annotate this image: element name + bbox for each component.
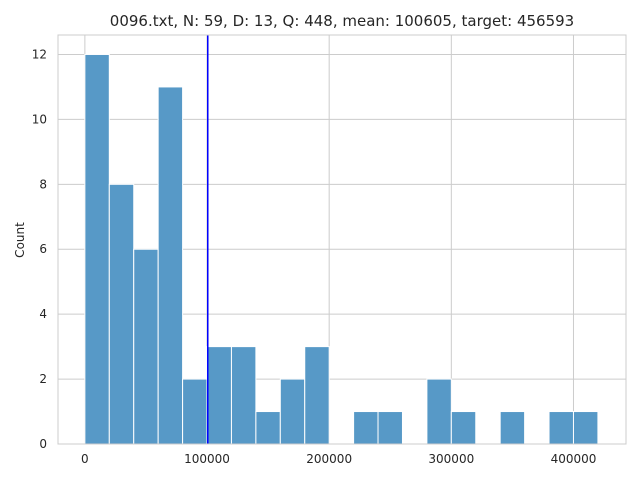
x-tick-labels: 0 100000 200000 300000 400000 [81,452,596,466]
histogram-bar [206,346,232,445]
y-tick-labels: 0 2 4 6 8 10 12 [32,47,47,451]
histogram-bar [450,411,477,445]
x-tick-label: 0 [81,452,89,466]
plot-frame [57,34,627,445]
x-tick-label: 100000 [184,452,230,466]
histogram-bar [279,378,306,445]
y-tick-label: 4 [39,307,47,321]
histogram-bar [426,378,452,445]
chart-title: 0096.txt, N: 59, D: 13, Q: 448, mean: 10… [110,12,574,30]
histogram-bar [84,53,110,445]
y-tick-label: 6 [39,242,47,256]
histogram-bar [133,248,159,445]
histogram-bar [572,411,599,445]
y-tick-label: 0 [39,437,47,451]
histogram-bar [157,86,184,445]
x-tick-label: 200000 [306,452,352,466]
x-tick-label: 300000 [428,452,474,466]
histogram-bar [304,346,330,445]
y-tick-label: 8 [39,177,47,191]
y-tick-label: 2 [39,372,47,386]
histogram-bar [182,378,208,445]
histogram-bar [108,183,135,445]
histogram-bar [353,411,379,445]
y-axis-label: Count [13,222,27,258]
histogram-bar [377,411,403,445]
y-tick-label: 12 [32,47,47,61]
histogram-bar [255,411,281,445]
histogram-bar [230,346,257,445]
histogram-bar [548,411,574,445]
histogram-bar [499,411,526,445]
x-tick-label: 400000 [551,452,597,466]
histogram-bars [84,53,599,445]
y-tick-label: 10 [32,112,47,126]
